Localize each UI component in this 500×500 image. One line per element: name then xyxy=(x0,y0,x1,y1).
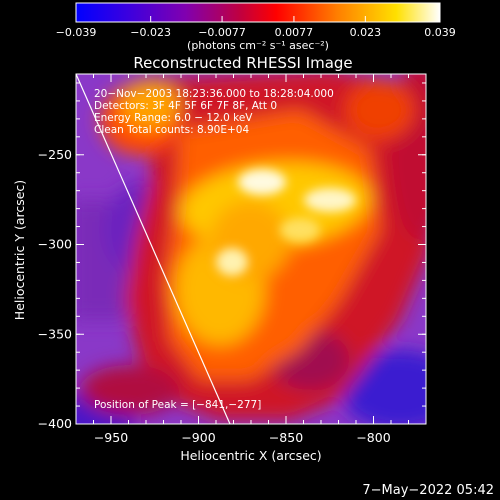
colorbar-tick-label: 0.039 xyxy=(424,26,456,39)
y-tick-label: −250 xyxy=(38,147,72,162)
y-tick-label: −400 xyxy=(38,416,72,431)
colorbar: −0.039 −0.023 −0.0077 0.0077 0.023 0.039 (pho… xyxy=(56,2,456,52)
x-tick-label: −950 xyxy=(94,430,128,445)
detectors-text: Detectors: 3F 4F 5F 6F 7F 8F, Att 0 xyxy=(94,100,277,112)
chart-title: Reconstructed RHESSI Image xyxy=(133,54,352,72)
colorbar-tick-label: −0.039 xyxy=(56,26,97,39)
y-tick-label: −300 xyxy=(38,237,72,252)
heatmap-image xyxy=(76,74,426,424)
colorbar-gradient xyxy=(75,2,441,23)
x-axis-ticks: −950 −900 −850 −800 xyxy=(93,74,409,445)
y-tick-label: −350 xyxy=(38,326,72,341)
colorbar-tick-label: 0.023 xyxy=(350,26,382,39)
y-axis-label: Heliocentric Y (arcsec) xyxy=(12,180,27,320)
timestamp: 7−May−2022 05:42 xyxy=(362,483,494,498)
y-axis-ticks: −250 −300 −350 −400 xyxy=(38,82,426,431)
energy-range-text: Energy Range: 6.0 − 12.0 keV xyxy=(94,112,253,124)
colorbar-ticks: −0.039 −0.023 −0.0077 0.0077 0.023 0.039 xyxy=(56,16,456,39)
solar-limb-line xyxy=(75,73,231,425)
clean-counts-text: Clean Total counts: 8.90E+04 xyxy=(94,124,249,136)
colorbar-tick-label: −0.0077 xyxy=(198,26,246,39)
colorbar-tick-label: −0.023 xyxy=(130,26,171,39)
colorbar-tick-label: 0.0077 xyxy=(275,26,314,39)
x-tick-label: −900 xyxy=(181,430,215,445)
x-axis-label: Heliocentric X (arcsec) xyxy=(180,448,321,463)
x-tick-label: −850 xyxy=(269,430,303,445)
observation-info: 20−Nov−2003 18:23:36.000 to 18:28:04.000… xyxy=(94,88,334,136)
time-range-text: 20−Nov−2003 18:23:36.000 to 18:28:04.000 xyxy=(94,88,334,100)
colorbar-unit-label: (photons cm⁻² s⁻¹ asec⁻²) xyxy=(187,39,329,52)
x-tick-label: −800 xyxy=(356,430,390,445)
peak-position-text: Position of Peak = [−841,−277] xyxy=(94,399,261,411)
